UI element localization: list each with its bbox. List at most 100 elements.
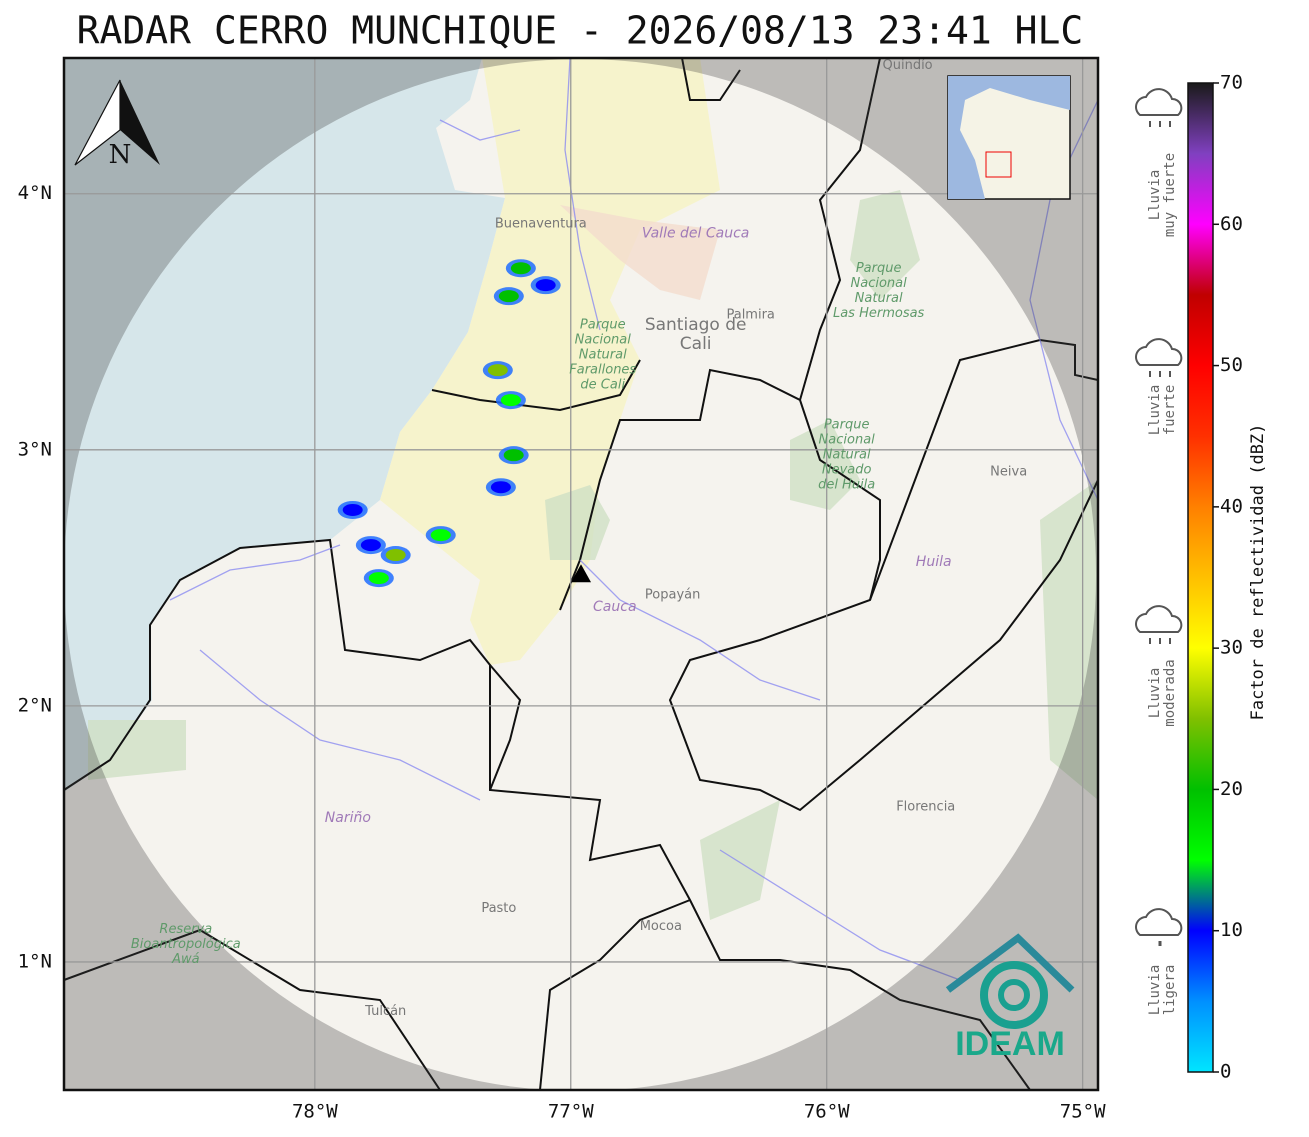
ocean [64, 58, 505, 792]
echo [535, 279, 556, 292]
logo-text: IDEAM [955, 1025, 1065, 1063]
place-label: Mocoa [640, 919, 682, 934]
place-label: Las Hermosas [833, 306, 925, 321]
legend-label: Lluvia [1147, 385, 1163, 436]
colorbar-tick-label: 60 [1220, 213, 1243, 235]
place-label: Cauca [593, 599, 637, 615]
place-label: Huila [916, 554, 952, 570]
legend-icon [1135, 605, 1183, 644]
echo [342, 503, 363, 516]
legend-label: Lluvia [1147, 170, 1163, 221]
legend-icon [1135, 908, 1183, 946]
lat-tick-label: 3°N [18, 438, 52, 460]
echo [360, 539, 381, 552]
grid [64, 58, 1098, 1090]
rain [1149, 638, 1171, 644]
echo [503, 449, 524, 462]
place-label: Cali [680, 334, 712, 354]
cloud [1135, 88, 1183, 116]
cloud [1135, 908, 1183, 936]
cloud [1135, 338, 1183, 366]
lat-tick-label: 4°N [18, 182, 52, 204]
legend-label: moderada [1162, 659, 1178, 726]
place-label: Popayán [645, 587, 700, 602]
legend-label: muy fuerte [1162, 153, 1178, 237]
place-label: Natural [823, 447, 871, 462]
colorbar-tick-label: 0 [1220, 1061, 1231, 1083]
place-label: Parque [580, 318, 626, 333]
colorbar-label: Factor de reflectividad (dBZ) [1248, 424, 1268, 721]
place-label: Reserva [159, 922, 212, 937]
colorbar-tick-label: 50 [1220, 354, 1243, 376]
title: RADAR CERRO MUNCHIQUE - 2026/08/13 23:41… [77, 9, 1084, 53]
cloud [1135, 605, 1183, 633]
place-label: Nacional [575, 333, 632, 348]
colorbar: 0 10 20 30 40 50 60 70 Factor de reflectividad (… [1187, 72, 1268, 1083]
place-label: Quindío [883, 58, 933, 73]
place-label: del Huila [818, 477, 875, 492]
rain [1149, 371, 1171, 377]
rain [1149, 121, 1171, 127]
north-arrow: N [74, 79, 160, 170]
logo: IDEAM [945, 933, 1075, 1063]
legend-icon [1135, 88, 1183, 127]
lon-tick-label: 75°W [1060, 1101, 1106, 1123]
borders [64, 58, 1098, 1090]
lon-tick-label: 76°W [804, 1101, 850, 1123]
legend-icon [1135, 338, 1183, 377]
north-label: N [109, 140, 132, 170]
place-label: Neiva [990, 465, 1027, 480]
place-label: Tulcán [364, 1004, 406, 1019]
colorbar-tick-label: 70 [1220, 72, 1243, 94]
echo [487, 364, 508, 377]
echo [368, 572, 389, 585]
echo [430, 529, 451, 542]
place-label: Natural [579, 348, 627, 363]
place-label: Parque [824, 417, 870, 432]
place-label: Santiago de [645, 315, 747, 335]
echo [500, 394, 521, 407]
places: Quindío Buenaventura Valle del Cauca Palmir… [131, 58, 1027, 1019]
colorbar-tick-label: 40 [1220, 495, 1243, 517]
map-frame [62, 56, 1100, 1092]
radar-site [571, 564, 591, 583]
colorbar-tick-label: 20 [1220, 778, 1243, 800]
place-label: Nariño [325, 810, 371, 826]
lon-tick-label: 78°W [292, 1101, 338, 1123]
place-label: Valle del Cauca [642, 225, 749, 241]
rivers [169, 58, 1098, 981]
place-label: Parque [856, 261, 902, 276]
legend-label: fuerte [1162, 385, 1178, 436]
echoes [337, 259, 591, 588]
lon-tick-label: 77°W [548, 1101, 594, 1123]
colorbar-scale [1187, 82, 1214, 1073]
place-label: Florencia [896, 799, 955, 814]
place-label: Buenaventura [495, 217, 587, 232]
echo [490, 481, 511, 494]
place-label: Nacional [851, 276, 908, 291]
axes: 78°W 77°W 76°W 75°W 1°N 2°N 3°N 4°N [18, 182, 1106, 1122]
echo [385, 549, 406, 562]
place-label: Awá [171, 952, 200, 967]
place-label: Palmira [726, 308, 774, 323]
inset-map [947, 75, 1071, 200]
place-label: Nacional [819, 432, 876, 447]
echo [510, 262, 531, 275]
legend-label: ligera [1162, 965, 1178, 1016]
colorbar-tick-label: 30 [1220, 637, 1243, 659]
parks [88, 190, 1098, 920]
lat-tick-label: 2°N [18, 694, 52, 716]
valle-region [560, 205, 720, 300]
colorbar-tick-label: 10 [1220, 919, 1243, 941]
echo [498, 290, 519, 303]
lat-tick-label: 1°N [18, 950, 52, 972]
place-label: Nevado [822, 462, 872, 477]
place-label: Bioantropológica [131, 937, 241, 952]
place-label: Farallones [569, 363, 636, 378]
place-label: Pasto [481, 901, 516, 916]
legend-label: Lluvia [1147, 668, 1163, 719]
place-label: Natural [855, 291, 903, 306]
